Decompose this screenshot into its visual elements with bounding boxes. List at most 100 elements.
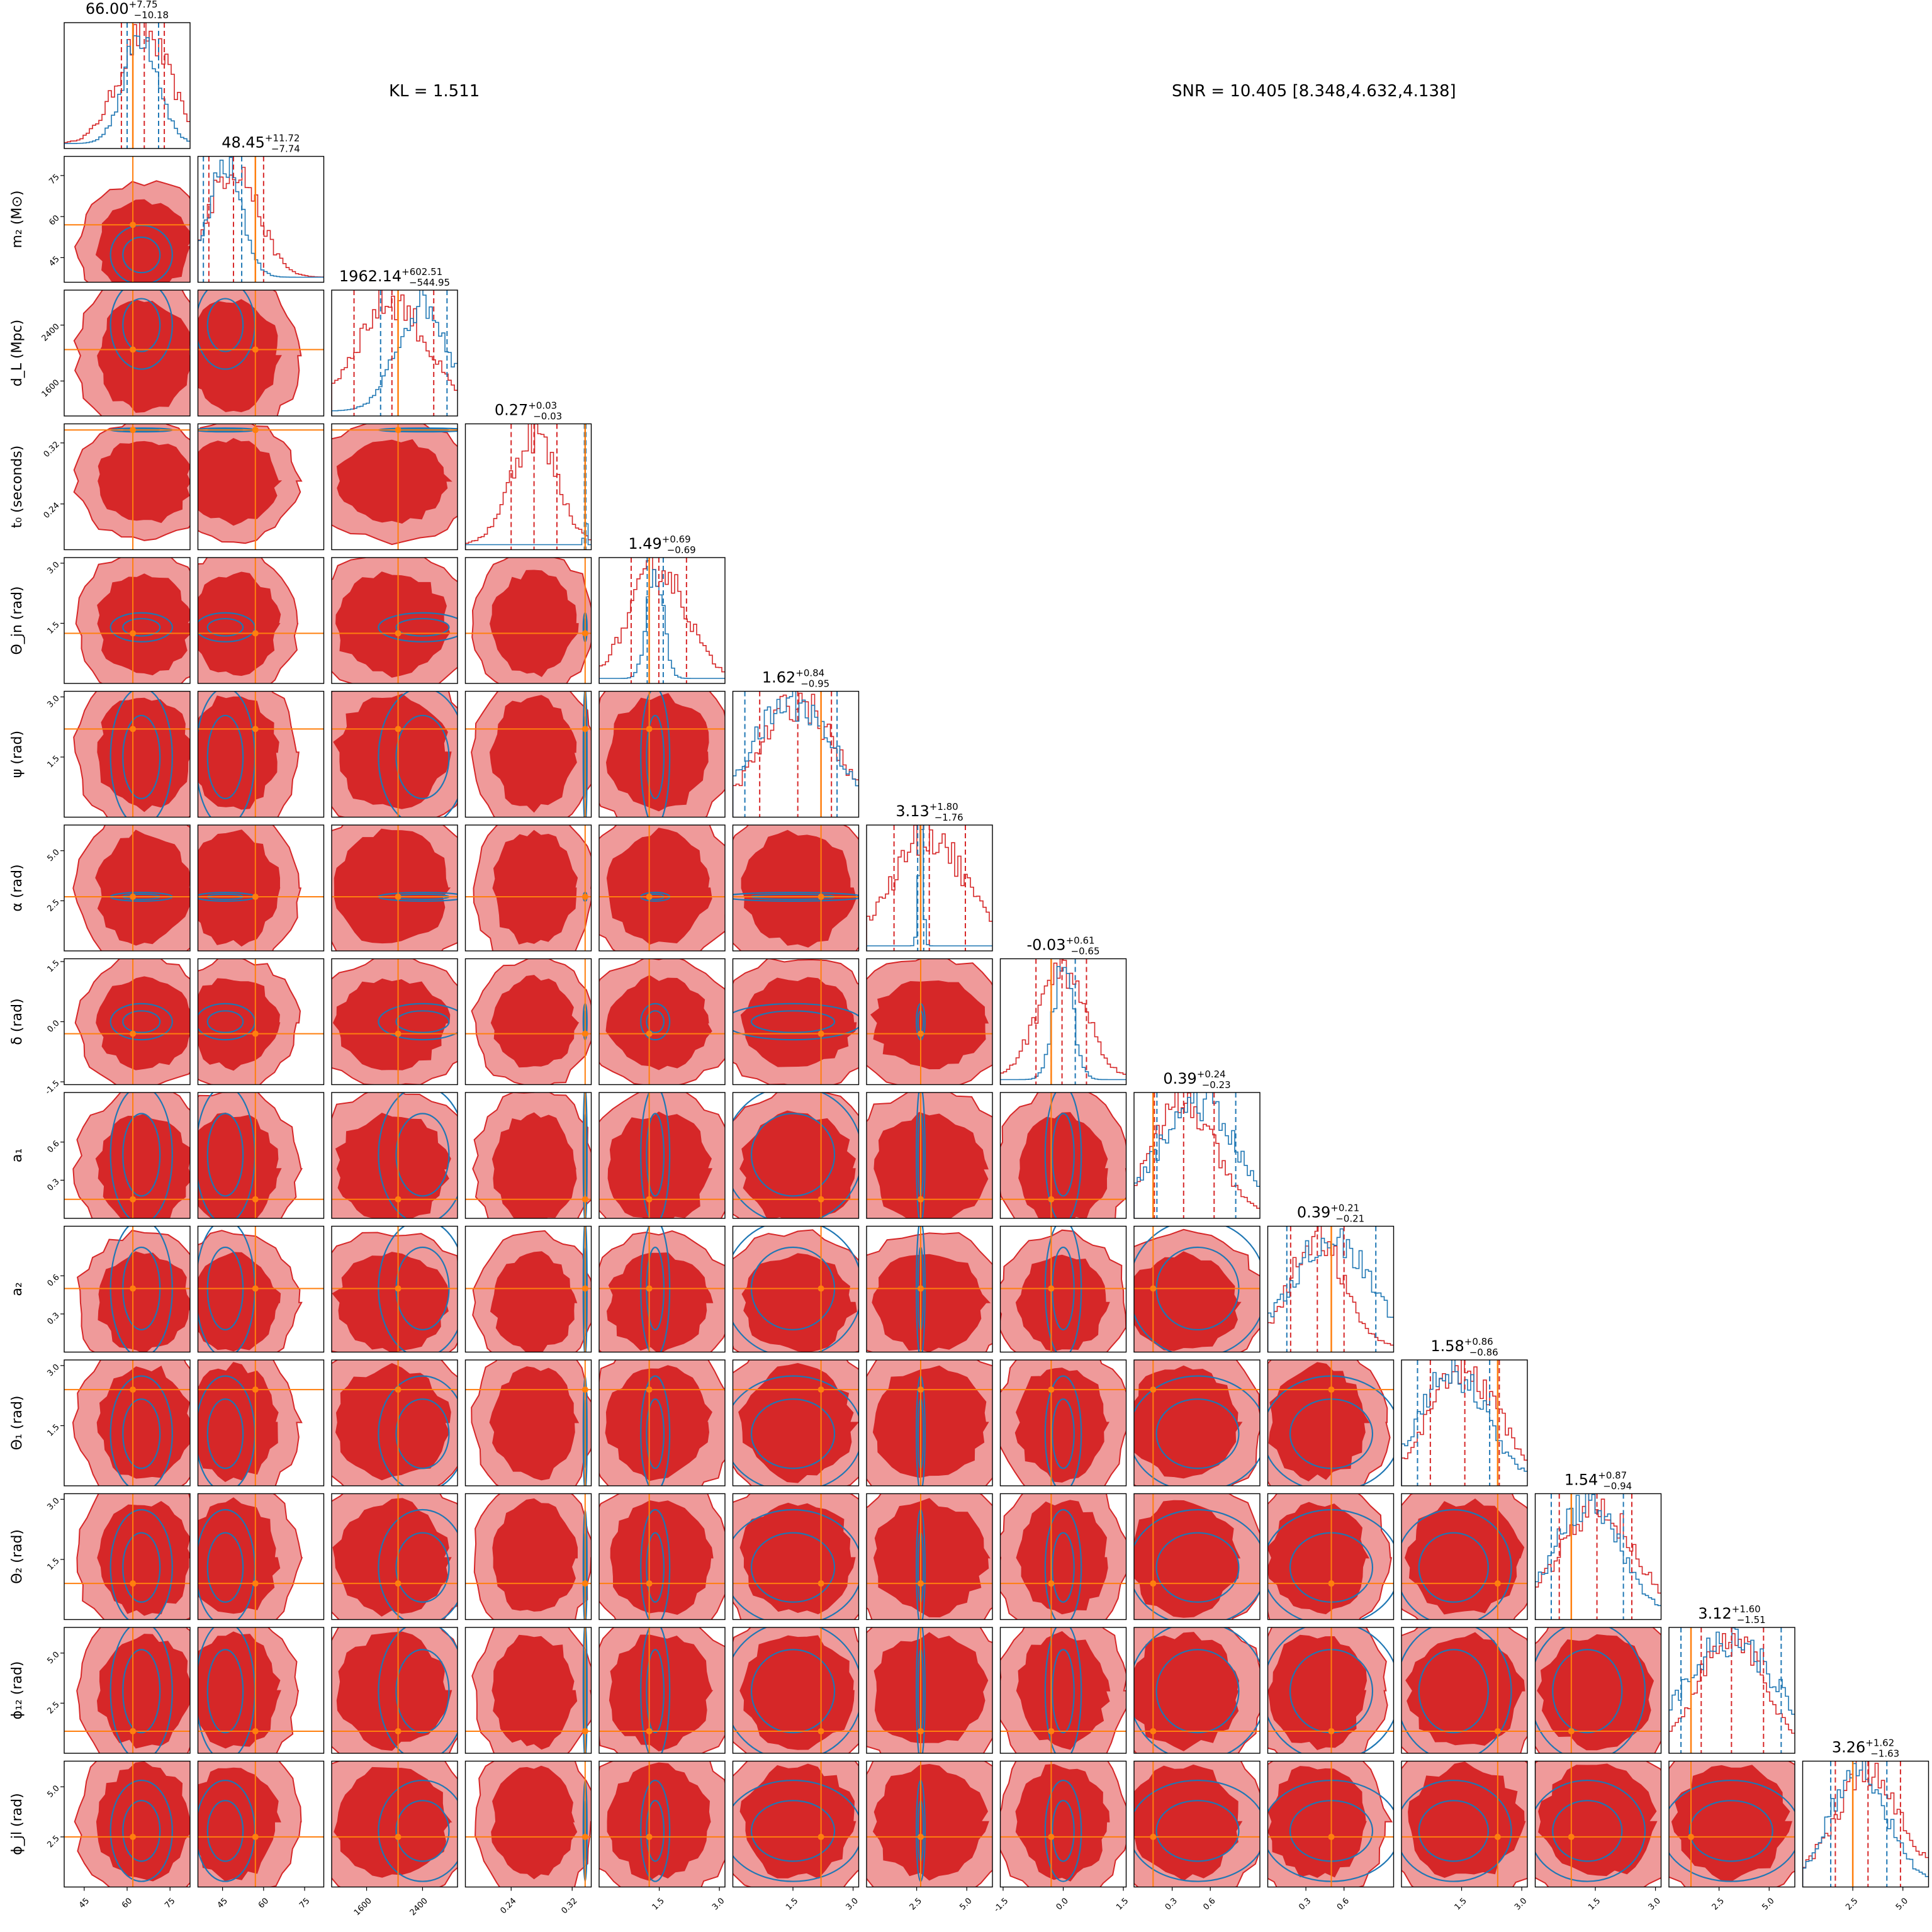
- hist-title-13: 3.26+1.62 −1.63: [1832, 1738, 1899, 1760]
- panel-2-0: 1600 2400 d_L (Mpc): [9, 289, 191, 417]
- x-tick-label-4-0: 1.5: [651, 1896, 666, 1912]
- contour-blue-7-4-0: [640, 1003, 671, 1041]
- contour-red-inner-13-0: [96, 1761, 190, 1882]
- panel-frame-10-3: [464, 1359, 592, 1486]
- truth-point-10-4: [646, 1386, 653, 1393]
- panel-10-7: [999, 1359, 1127, 1486]
- panel-12-12: 3.12+1.60 −1.51: [1668, 1603, 1795, 1754]
- panel-frame-6-2: [331, 824, 458, 952]
- y-axis-label-9: a₂: [9, 1282, 25, 1296]
- y-tick-label-1-1: 60: [47, 213, 61, 227]
- panel-6-1: [197, 824, 325, 952]
- contour-red-inner-11-4: [610, 1500, 714, 1615]
- contour-red-inner-7-5: [740, 977, 857, 1067]
- truth-point-9-7: [1048, 1285, 1055, 1292]
- y-axis-label-6: α (rad): [9, 864, 25, 911]
- panel-12-7: [999, 1627, 1127, 1754]
- truth-point-12-5: [817, 1727, 824, 1734]
- truth-point-12-7: [1048, 1727, 1055, 1734]
- hist-blue-5: [733, 691, 859, 817]
- contour-blue-11-0-1: [122, 1532, 161, 1603]
- y-tick-label-4-1: 3.0: [45, 560, 61, 576]
- panel-frame-8-1: [197, 1092, 325, 1219]
- panel-4-0: 1.5 3.0 Θ_jn (rad): [9, 557, 191, 684]
- contour-red-inner-12-6: [873, 1632, 989, 1744]
- panel-frame-10-6: [866, 1359, 993, 1486]
- panel-frame-4-3: [464, 557, 592, 684]
- truth-point-13-4: [646, 1833, 653, 1840]
- panel-8-0: 0.3 0.6 a₁: [9, 1092, 191, 1219]
- truth-point-12-10: [1494, 1727, 1501, 1734]
- contour-blue-12-6-0: [916, 1627, 926, 1753]
- contour-red-inner-9-2: [332, 1252, 450, 1352]
- y-tick-label-1-0: 45: [47, 254, 61, 268]
- truth-point-13-5: [817, 1833, 824, 1840]
- panel-frame-13-1: [197, 1760, 325, 1888]
- panel-11-10: [1401, 1493, 1528, 1620]
- y-tick-label-5-0: 1.5: [45, 754, 61, 770]
- truth-point-13-9: [1328, 1833, 1335, 1840]
- panel-7-0: -1.5 0.0 1.5 δ (rad): [9, 958, 191, 1097]
- contour-blue-13-2-0: [378, 1779, 458, 1882]
- contour-red-inner-2-1: [198, 299, 282, 413]
- y-tick-label-12-0: 2.5: [45, 1700, 61, 1716]
- y-axis-label-12: ϕ₁₂ (rad): [9, 1661, 25, 1720]
- truth-point-6-0: [130, 894, 137, 901]
- contour-red-inner-13-7: [1015, 1763, 1110, 1882]
- contour-red-inner-12-11: [1537, 1634, 1654, 1751]
- contour-blue-11-7-0: [1044, 1508, 1082, 1620]
- contour-blue-7-5-0: [733, 1003, 859, 1041]
- contour-red-inner-11-2: [332, 1498, 452, 1617]
- contour-red-inner-7-1: [198, 978, 281, 1071]
- contour-red-inner-6-2: [334, 828, 451, 944]
- panel-9-7: [999, 1225, 1127, 1353]
- panel-10-5: [732, 1359, 860, 1486]
- hist-blue-13: [1802, 1761, 1929, 1887]
- panel-frame-12-4: [598, 1627, 726, 1754]
- y-axis-label-2: d_L (Mpc): [9, 320, 25, 386]
- panel-11-0: 1.5 3.0 Θ₂ (rad): [9, 1493, 191, 1620]
- contour-blue-4-1-1: [206, 617, 244, 637]
- hist-red-13: [1802, 1761, 1929, 1887]
- contour-blue-13-7-1: [1052, 1800, 1075, 1862]
- truth-point-6-2: [395, 894, 402, 901]
- panel-frame-10-2: [331, 1359, 458, 1486]
- contour-blue-12-1-1: [206, 1649, 244, 1734]
- panel-9-2: [331, 1225, 458, 1353]
- contour-red-inner-9-8: [1134, 1251, 1242, 1351]
- hist-title-11: 1.54+0.87 −0.94: [1564, 1470, 1632, 1492]
- x-tick-label-1-0: 45: [216, 1896, 230, 1910]
- truth-point-3-0: [130, 427, 137, 434]
- panel-11-7: [999, 1493, 1127, 1620]
- hist-red-4: [599, 558, 725, 683]
- truth-point-8-7: [1048, 1196, 1055, 1203]
- panel-6-4: [598, 824, 726, 952]
- contour-blue-12-0-0: [110, 1627, 173, 1753]
- x-tick-label-9-0: 0.3: [1297, 1896, 1313, 1912]
- truth-point-5-2: [395, 726, 402, 733]
- truth-point-7-3: [581, 1030, 588, 1037]
- x-tick-label-8-1: 0.6: [1201, 1896, 1217, 1912]
- truth-point-4-0: [130, 630, 137, 637]
- truth-point-12-6: [917, 1727, 924, 1734]
- y-tick-label-2-1: 2400: [40, 322, 62, 344]
- kl-annotation: KL = 1.511: [389, 82, 480, 101]
- x-tick-label-0-2: 75: [163, 1896, 177, 1910]
- x-tick-label-0-0: 45: [77, 1896, 91, 1910]
- contour-red-inner-10-3: [489, 1366, 580, 1481]
- panel-8-5: [732, 1092, 860, 1219]
- y-tick-label-13-1: 5.0: [45, 1783, 61, 1799]
- contour-blue-13-8-0: [1134, 1779, 1260, 1882]
- contour-red-inner-5-0: [97, 697, 190, 812]
- contour-blue-5-2-0: [378, 691, 458, 817]
- truth-point-10-5: [817, 1386, 824, 1393]
- panel-12-8: [1133, 1627, 1261, 1754]
- panel-5-3: [464, 690, 592, 818]
- truth-point-11-1: [252, 1580, 259, 1587]
- y-tick-label-11-0: 1.5: [45, 1556, 61, 1572]
- panel-4-1: [197, 557, 325, 684]
- contour-blue-13-4-1: [646, 1800, 665, 1862]
- contour-red-inner-13-9: [1267, 1766, 1367, 1879]
- contour-red-inner-8-5: [739, 1110, 856, 1218]
